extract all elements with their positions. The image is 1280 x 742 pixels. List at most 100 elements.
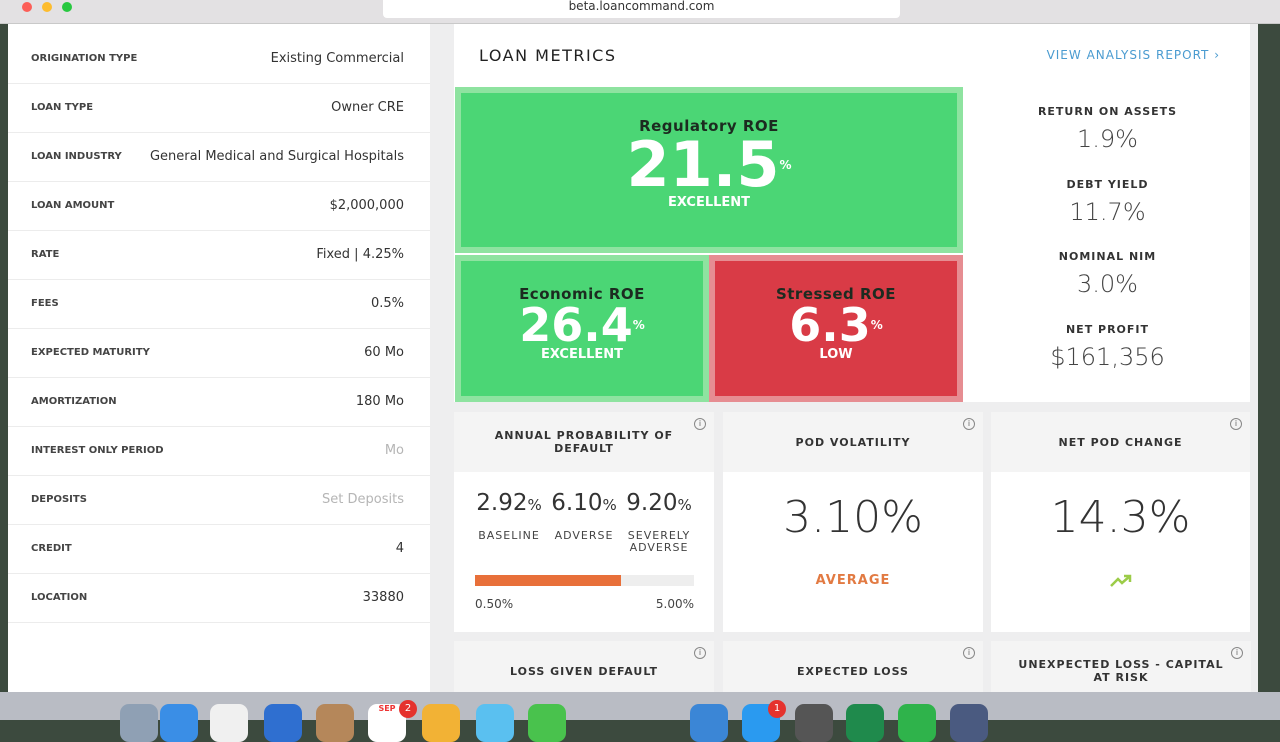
metrics-header: LOAN METRICS VIEW ANALYSIS REPORT › (454, 24, 1250, 86)
field-label: RATE (31, 249, 60, 260)
unit: % (779, 158, 792, 172)
value: 21.5 (626, 128, 780, 201)
pod-item: 6.10% ADVERSE (549, 490, 619, 570)
unit: % (602, 496, 617, 514)
dock-icon[interactable] (690, 704, 728, 742)
field-value[interactable]: General Medical and Surgical Hospitals (149, 149, 404, 164)
dock-icon[interactable] (476, 704, 514, 742)
field-value[interactable]: Owner CRE (331, 100, 404, 115)
dock-icon[interactable] (528, 704, 566, 742)
metric-value: 1.9% (1077, 125, 1138, 153)
info-icon[interactable]: i (694, 418, 706, 430)
field-label: ORIGINATION TYPE (31, 53, 138, 64)
dock-icon[interactable] (846, 704, 884, 742)
link-text[interactable]: VIEW ANALYSIS REPORT (1046, 48, 1210, 62)
value: 6.3 (789, 298, 871, 352)
badge: 1 (768, 700, 786, 718)
tile-rating: EXCELLENT (540, 347, 624, 362)
dock-icon[interactable] (316, 704, 354, 742)
field-label: CREDIT (31, 543, 72, 554)
pod-value: 9.20% (624, 490, 694, 516)
value: 9.20 (626, 490, 678, 516)
card-title: NET POD CHANGE (991, 412, 1250, 472)
field-value[interactable]: $2,000,000 (329, 198, 404, 213)
tile-rating: LOW (819, 347, 853, 362)
field-row[interactable]: LOAN AMOUNT $2,000,000 (8, 182, 430, 231)
field-value[interactable]: 60 Mo (364, 345, 404, 360)
field-value[interactable]: Existing Commercial (270, 51, 404, 66)
unit: % (677, 496, 692, 514)
dock-icon[interactable] (210, 704, 248, 742)
field-label: LOAN AMOUNT (31, 200, 115, 211)
unit: % (632, 318, 645, 332)
metric-value: 11.7% (1069, 197, 1146, 226)
browser-toolbar: beta.loancommand.com (0, 0, 1280, 24)
field-row[interactable]: INTEREST ONLY PERIOD Mo (8, 427, 430, 476)
field-row[interactable]: DEPOSITS Set Deposits (8, 476, 430, 525)
field-placeholder[interactable]: Set Deposits (322, 492, 404, 507)
pod-label: SEVERELY ADVERSE (627, 529, 691, 554)
dock-icon[interactable] (160, 704, 198, 742)
card-rating: AVERAGE (815, 573, 891, 588)
field-row[interactable]: FEES 0.5% (8, 280, 430, 329)
metric-card: UNEXPECTED LOSS - CAPITAL AT RISK i (991, 641, 1251, 692)
pod-value: 6.10% (549, 490, 619, 516)
field-label: LOCATION (31, 592, 88, 603)
info-icon[interactable]: i (1230, 418, 1242, 430)
field-row[interactable]: AMORTIZATION 180 Mo (8, 378, 430, 427)
tile-title: Economic ROE (519, 285, 645, 303)
economic-roe-tile: Economic ROE 26.4% EXCELLENT (455, 255, 709, 402)
metrics-title: LOAN METRICS (479, 46, 617, 65)
field-row[interactable]: EXPECTED MATURITY 60 Mo (8, 329, 430, 378)
card-title: POD VOLATILITY (723, 412, 983, 472)
field-label: FEES (31, 298, 59, 309)
dock-icon[interactable] (422, 704, 460, 742)
dock-icon[interactable] (950, 704, 988, 742)
field-row[interactable]: LOAN INDUSTRY General Medical and Surgica… (8, 133, 430, 182)
pod-item: 9.20% SEVERELY ADVERSE (624, 490, 694, 570)
minimize-button[interactable] (42, 2, 52, 12)
field-label: AMORTIZATION (31, 396, 117, 407)
dock-icon[interactable] (898, 704, 936, 742)
pod-bar-track (475, 575, 694, 586)
card-value: 14.3% (1050, 492, 1191, 543)
close-button[interactable] (22, 2, 32, 12)
regulatory-roe-tile: Regulatory ROE 21.5% EXCELLENT (455, 87, 963, 253)
field-row[interactable]: RATE Fixed | 4.25% (8, 231, 430, 280)
card-title: EXPECTED LOSS (723, 641, 983, 692)
value: 2.92 (476, 490, 528, 516)
field-label: DEPOSITS (31, 494, 87, 505)
dock-icon[interactable] (120, 704, 158, 742)
analysis-report-link[interactable]: VIEW ANALYSIS REPORT › (1046, 48, 1220, 62)
info-icon[interactable]: i (963, 418, 975, 430)
url-bar[interactable]: beta.loancommand.com (383, 0, 900, 18)
tile-title: Stressed ROE (775, 285, 897, 303)
stressed-roe-tile: Stressed ROE 6.3% LOW (709, 255, 963, 402)
field-row[interactable]: LOAN TYPE Owner CRE (8, 84, 430, 133)
field-placeholder[interactable]: Mo (384, 443, 404, 458)
field-value[interactable]: 4 (395, 541, 404, 556)
metric-label: RETURN ON ASSETS (1037, 105, 1178, 118)
net-change-card: NET POD CHANGE i 14.3% (991, 412, 1250, 632)
info-icon[interactable]: i (694, 647, 706, 659)
field-value[interactable]: Fixed | 4.25% (316, 247, 404, 262)
scale-max: 5.00% (655, 597, 694, 611)
field-row[interactable]: LOCATION 33880 (8, 574, 430, 623)
card-title: ANNUAL PROBABILITY OF DEFAULT (454, 412, 714, 472)
field-value[interactable]: 33880 (362, 590, 404, 605)
volatility-card: POD VOLATILITY i 3.10% AVERAGE (723, 412, 983, 632)
zoom-button[interactable] (62, 2, 72, 12)
unit: % (870, 318, 883, 332)
field-label: LOAN INDUSTRY (31, 151, 122, 162)
dock-icon[interactable] (264, 704, 302, 742)
card-value: 3.10% (783, 492, 923, 543)
field-row[interactable]: CREDIT 4 (8, 525, 430, 574)
field-row[interactable]: ORIGINATION TYPE Existing Commercial (8, 35, 430, 84)
scale-min: 0.50% (475, 597, 514, 611)
info-icon[interactable]: i (963, 647, 975, 659)
pod-label: BASELINE (478, 529, 540, 542)
field-value[interactable]: 0.5% (370, 296, 404, 311)
dock-icon[interactable] (795, 704, 833, 742)
field-value[interactable]: 180 Mo (355, 394, 404, 409)
info-icon[interactable]: i (1231, 647, 1243, 659)
